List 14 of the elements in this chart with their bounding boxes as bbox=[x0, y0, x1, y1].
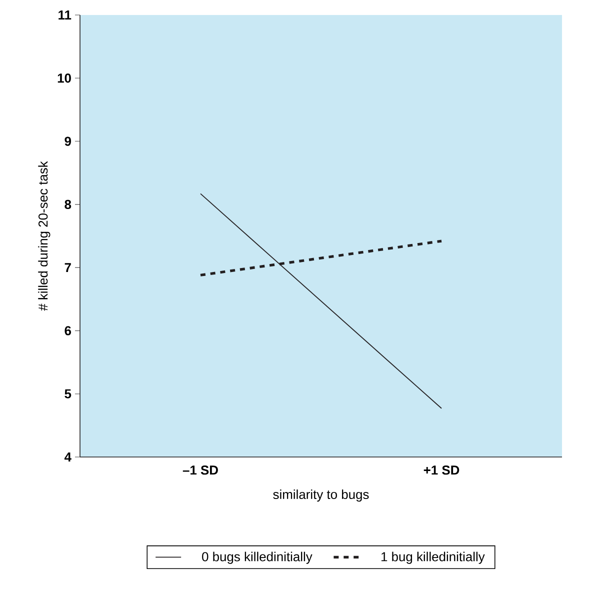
x-tick-label: +1 SD bbox=[424, 466, 460, 475]
y-tick-label: 5 bbox=[64, 389, 72, 398]
y-axis-title: # killed during 20-sec task bbox=[38, 161, 50, 311]
x-axis-title: similarity to bugs bbox=[273, 490, 369, 502]
y-tick-label: 8 bbox=[64, 200, 72, 210]
y-tick-label: 11 bbox=[58, 10, 72, 20]
y-tick-label: 6 bbox=[64, 326, 72, 336]
y-tick-label: 10 bbox=[58, 74, 71, 83]
legend-label: 1 bug killedinitially bbox=[381, 552, 485, 564]
x-tick-label: –1 SD bbox=[182, 466, 218, 475]
y-tick-label: 4 bbox=[64, 452, 72, 462]
y-tick-label: 9 bbox=[64, 136, 71, 146]
y-tick-label: 7 bbox=[64, 263, 71, 272]
legend-label: 0 bugs killedinitially bbox=[202, 552, 312, 564]
